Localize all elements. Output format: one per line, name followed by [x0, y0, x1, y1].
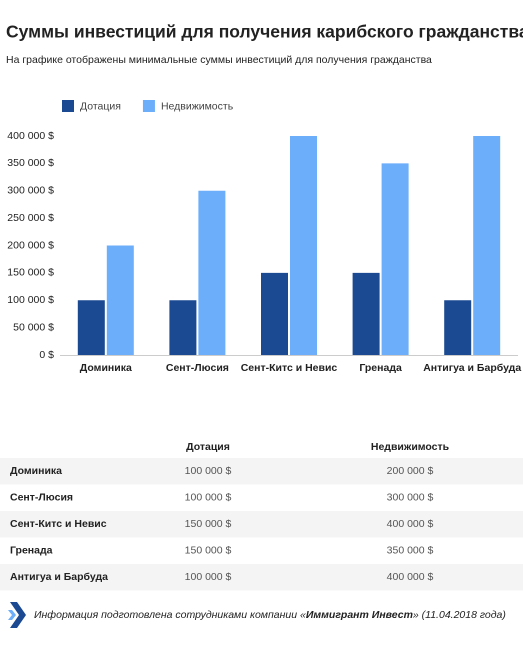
legend-swatch [62, 100, 74, 112]
table-cell: 100 000 $ [185, 491, 232, 503]
bar [261, 272, 288, 355]
legend-swatch [142, 100, 155, 112]
table-cell: 100 000 $ [185, 465, 232, 477]
table-cell: 150 000 $ [185, 518, 232, 530]
bar [352, 272, 380, 355]
table-row-label: Доминика [10, 465, 62, 477]
table-cell: 100 000 $ [185, 571, 232, 583]
y-tick-label: 150 000 $ [7, 267, 54, 279]
bar [290, 136, 317, 355]
footer-suffix: » (11.04.2018 года) [413, 609, 506, 621]
bar [106, 245, 134, 355]
legend-label: Дотация [80, 100, 121, 112]
bar [444, 300, 472, 355]
chart-title: Суммы инвестиций для получения карибског… [6, 22, 523, 42]
x-tick-label: Доминика [80, 362, 132, 374]
y-tick-label: 350 000 $ [7, 157, 54, 169]
bar [77, 300, 105, 355]
y-tick-label: 300 000 $ [7, 185, 54, 197]
y-tick-label: 0 $ [39, 349, 54, 361]
table-row-label: Антигуа и Барбуда [10, 571, 108, 583]
footer-company: Иммигрант Инвест [306, 609, 413, 621]
table-row-label: Сент-Китс и Невис [10, 518, 107, 530]
table-row-bg [0, 511, 523, 538]
table-cell: 350 000 $ [387, 544, 434, 556]
y-tick-label: 400 000 $ [7, 130, 54, 142]
x-tick-label: Гренада [359, 362, 402, 374]
y-tick-label: 50 000 $ [13, 321, 54, 333]
y-tick-label: 200 000 $ [7, 239, 54, 251]
table-row-bg [0, 564, 523, 591]
footer-prefix: Информация подготовлена сотрудниками ком… [34, 609, 306, 621]
table-cell: 150 000 $ [185, 544, 232, 556]
x-tick-label: Сент-Люсия [166, 362, 229, 374]
table-row-label: Гренада [10, 544, 53, 556]
bar [198, 190, 226, 355]
table-header: Дотация [186, 441, 230, 453]
table-cell: 400 000 $ [387, 571, 434, 583]
footer-icon [8, 602, 26, 628]
y-tick-label: 100 000 $ [7, 294, 54, 306]
footer: Информация подготовлена сотрудниками ком… [34, 609, 506, 621]
y-tick-label: 250 000 $ [7, 212, 54, 224]
bar [473, 136, 501, 355]
x-tick-label: Сент-Китс и Невис [241, 362, 338, 374]
table-row-bg [0, 458, 523, 485]
table-cell: 400 000 $ [387, 518, 434, 530]
bar [169, 300, 197, 355]
legend-label: Недвижимость [161, 100, 234, 112]
x-tick-label: Антигуа и Барбуда [423, 362, 521, 374]
chart-subtitle: На графике отображены минимальные суммы … [6, 54, 432, 66]
table-header: Недвижимость [371, 441, 450, 453]
bar [381, 163, 409, 355]
table-row-label: Сент-Люсия [10, 491, 73, 503]
table-cell: 300 000 $ [387, 491, 434, 503]
table-cell: 200 000 $ [387, 465, 434, 477]
